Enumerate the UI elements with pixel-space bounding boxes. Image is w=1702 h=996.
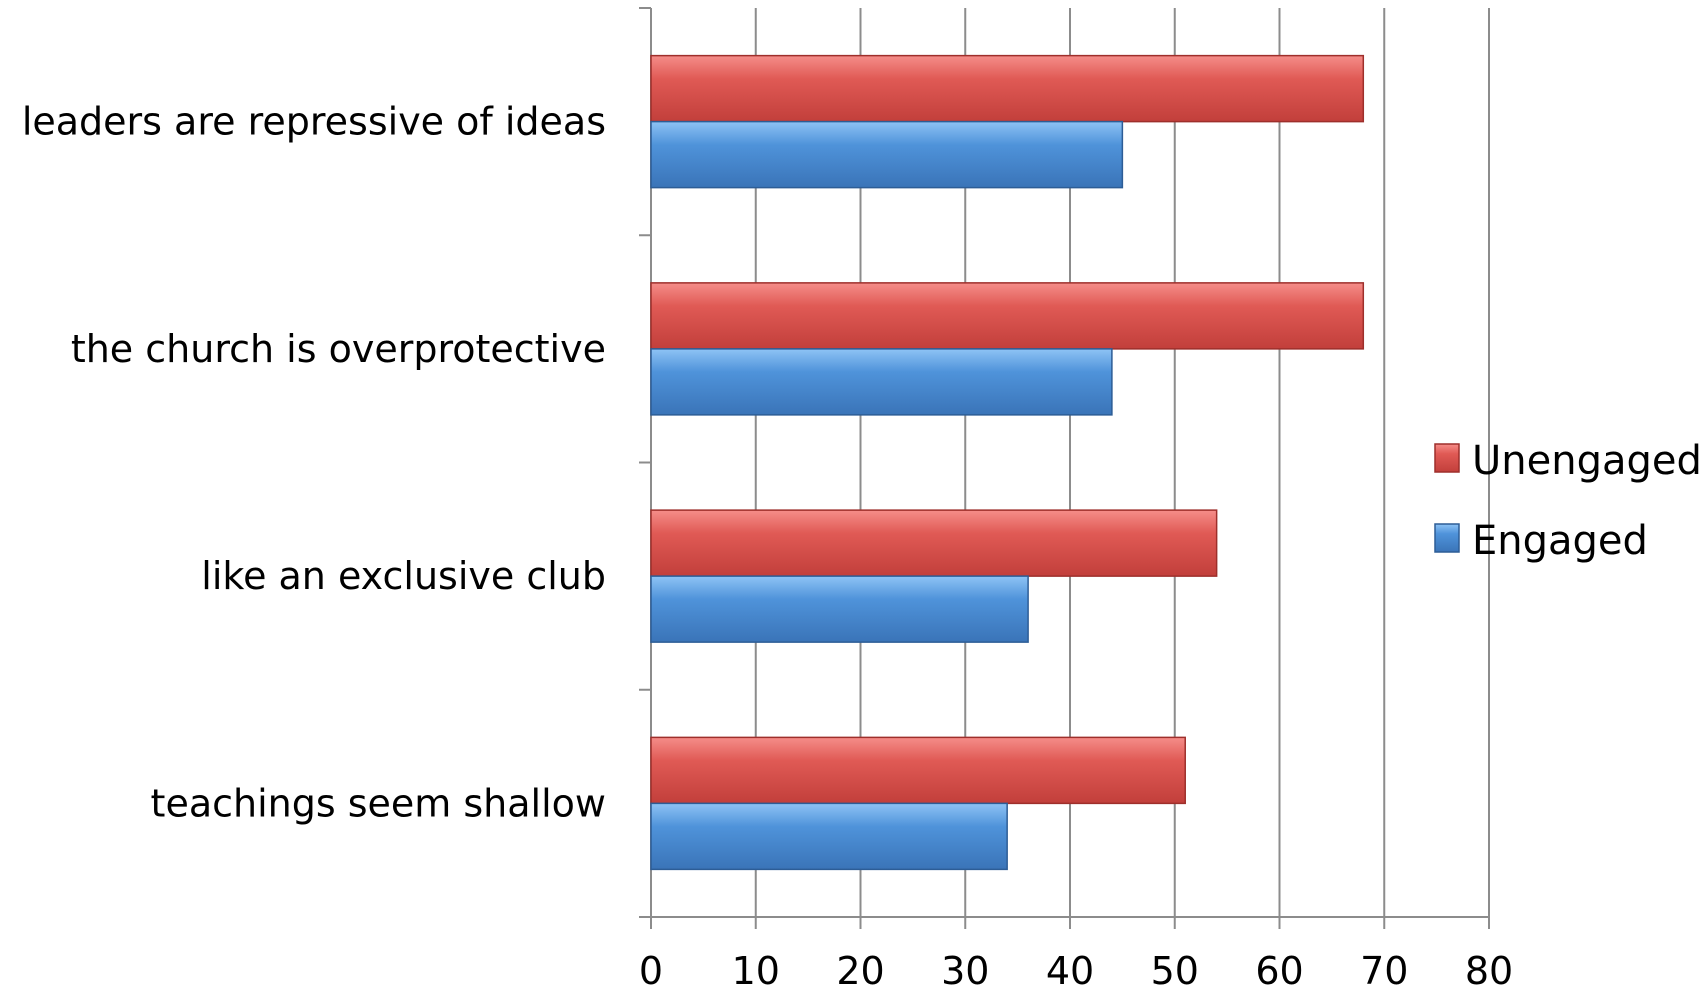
- x-tick-label: 0: [639, 949, 663, 993]
- legend-swatch-engaged: [1434, 523, 1460, 553]
- x-tick-label: 10: [732, 949, 780, 993]
- bar-engaged-like-an-exclusive-club: [650, 575, 1029, 643]
- legend-label-engaged: Engaged: [1472, 518, 1648, 564]
- legend-label-unengaged: Unengaged: [1472, 438, 1702, 484]
- bar-unengaged-like-an-exclusive-club: [650, 509, 1218, 577]
- x-tick-label: 30: [941, 949, 989, 993]
- category-label: like an exclusive club: [201, 554, 606, 598]
- bars: [650, 54, 1365, 871]
- bar-engaged-the-church-is-overprotective: [650, 348, 1113, 416]
- category-labels: leaders are repressive of ideas the churc…: [22, 100, 606, 826]
- bar-unengaged-leaders-are-repressive-of-ideas: [650, 54, 1365, 123]
- x-tick-label: 40: [1046, 949, 1094, 993]
- x-tick-label: 20: [836, 949, 884, 993]
- bar-unengaged-the-church-is-overprotective: [650, 282, 1365, 350]
- category-label: leaders are repressive of ideas: [22, 100, 606, 144]
- x-tick-label: 80: [1465, 949, 1513, 993]
- x-tick-label: 50: [1151, 949, 1199, 993]
- legend: Unengaged Engaged: [1434, 438, 1702, 564]
- x-tick-labels: 0 10 20 30 40 50 60 70 80: [639, 949, 1513, 993]
- bar-engaged-teachings-seem-shallow: [650, 802, 1008, 871]
- category-label: teachings seem shallow: [151, 781, 606, 825]
- x-tick-label: 70: [1360, 949, 1408, 993]
- bar-engaged-leaders-are-repressive-of-ideas: [650, 120, 1124, 189]
- category-label: the church is overprotective: [71, 327, 606, 371]
- bar-unengaged-teachings-seem-shallow: [650, 736, 1186, 805]
- legend-swatch-unengaged: [1434, 443, 1460, 473]
- x-tick-label: 60: [1255, 949, 1303, 993]
